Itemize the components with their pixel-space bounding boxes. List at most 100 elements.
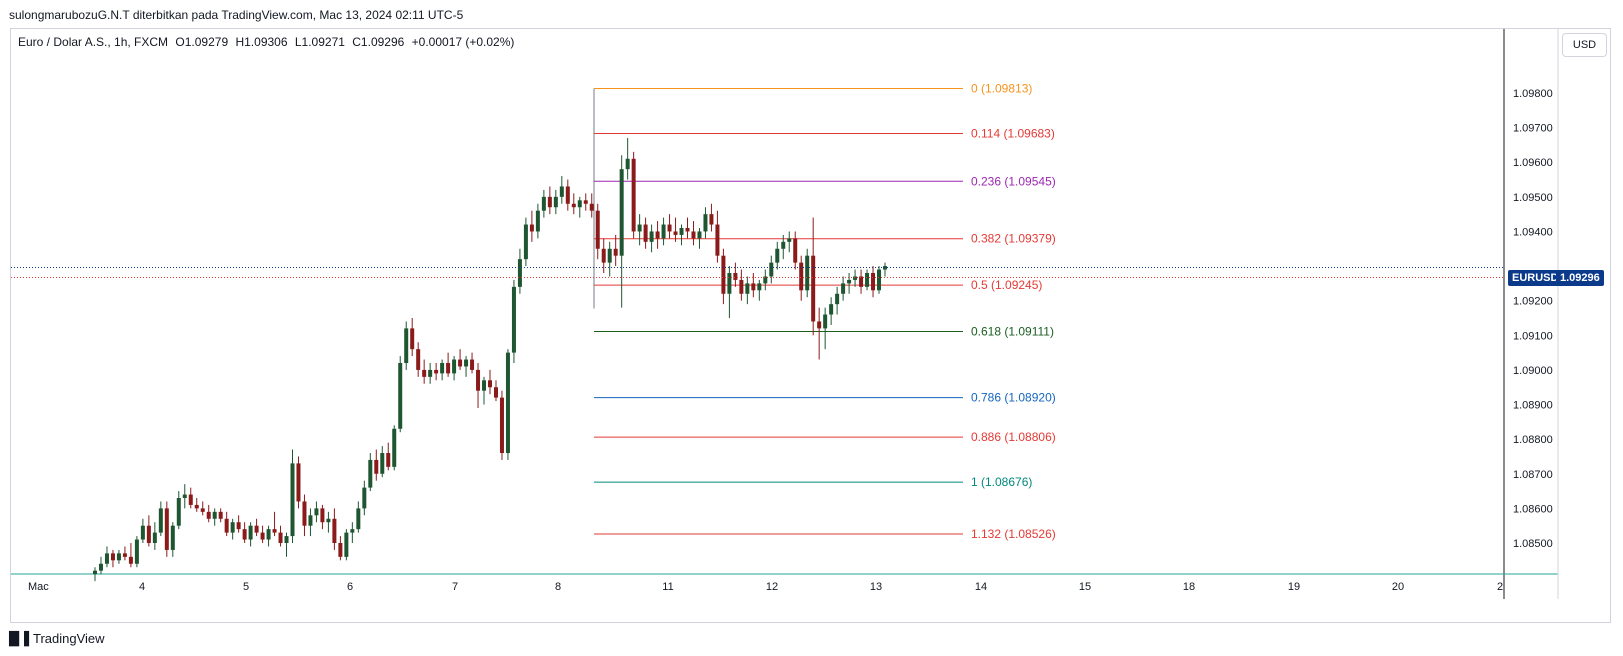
- candle-body: [727, 273, 732, 294]
- fib-level-label: 0.114 (1.09683): [971, 127, 1055, 141]
- candle-body: [625, 158, 630, 170]
- candle-body: [835, 293, 840, 305]
- candle-body: [751, 283, 756, 291]
- candle-body: [446, 363, 451, 374]
- candle-body: [428, 369, 433, 377]
- x-tick-label: Mac: [28, 581, 49, 593]
- candle-body: [182, 494, 187, 498]
- candle-body: [344, 532, 349, 557]
- y-tick-label: 1.09400: [1513, 226, 1553, 238]
- candle-body: [829, 304, 834, 315]
- x-tick-label: 7: [452, 581, 458, 593]
- candle-body: [709, 214, 714, 225]
- candle-body: [200, 508, 205, 512]
- x-tick-label: 19: [1288, 581, 1300, 593]
- candle-body: [637, 224, 642, 232]
- candle-body: [517, 259, 522, 287]
- y-tick-label: 1.09800: [1513, 88, 1553, 100]
- candle-body: [122, 553, 127, 557]
- candle-body: [482, 380, 487, 391]
- y-tick-label: 1.09200: [1513, 296, 1553, 308]
- candle-body: [505, 352, 510, 453]
- candle-body: [314, 508, 319, 516]
- tradingview-logo-icon: █▐: [9, 632, 29, 647]
- candle-body: [661, 224, 666, 239]
- candle-body: [308, 515, 313, 526]
- candle-body: [583, 200, 588, 204]
- candle-body: [865, 273, 870, 287]
- fib-level-label: 0.618 (1.09111): [971, 325, 1054, 339]
- candle-body: [380, 453, 385, 474]
- symbol-price-tag: EURUSD: [1508, 270, 1563, 286]
- y-tick-label: 1.08500: [1513, 538, 1553, 550]
- candle-body: [104, 553, 109, 564]
- candle-body: [859, 276, 864, 287]
- candle-body: [739, 279, 744, 294]
- candle-body: [368, 459, 373, 488]
- axes-layer: 1.09800 1.09700 1.09600 1.09500 1.09400 1.092…: [11, 29, 1559, 599]
- candle-body: [392, 428, 397, 467]
- candle-body: [164, 508, 169, 550]
- candle-body: [673, 231, 678, 235]
- candle-body: [422, 369, 427, 377]
- currency-selector[interactable]: USD: [1562, 33, 1607, 57]
- fibonacci-retracement[interactable]: 0 (1.09813) 0.114 (1.09683) 0.236 (1.09545…: [593, 82, 1056, 542]
- fib-level-label: 1 (1.08676): [971, 475, 1032, 489]
- candle-body: [793, 238, 798, 263]
- candle-body: [116, 553, 121, 561]
- candle-body: [224, 518, 229, 533]
- x-tick-label: 13: [870, 581, 882, 593]
- candle-body: [745, 283, 750, 294]
- candle-body: [811, 255, 816, 322]
- candle-body: [871, 273, 876, 291]
- candle-body: [649, 231, 654, 242]
- tradingview-logo[interactable]: █▐ TradingView: [9, 631, 105, 647]
- legend-high: H1.09306: [235, 35, 288, 49]
- candle-body: [763, 276, 768, 284]
- y-tick-label: 1.09700: [1513, 123, 1553, 135]
- x-tick-label: 11: [662, 581, 673, 593]
- candle-body: [488, 380, 492, 388]
- candle-body: [93, 570, 97, 575]
- x-tick-label: 8: [555, 581, 561, 593]
- candle-body: [577, 200, 582, 208]
- candle-body: [464, 359, 469, 367]
- x-tick-label: 5: [243, 581, 249, 593]
- candle-body: [194, 504, 199, 509]
- candle-body: [416, 349, 421, 370]
- candle-body: [721, 255, 726, 294]
- candle-body: [847, 279, 852, 284]
- candle-body: [601, 248, 606, 263]
- candle-body: [134, 539, 139, 564]
- candle-body: [434, 369, 439, 374]
- candle-body: [769, 262, 774, 277]
- candle-body: [236, 522, 241, 530]
- candle-body: [338, 543, 343, 557]
- candle-body: [757, 283, 762, 291]
- candle-body: [565, 186, 570, 204]
- candle-body: [458, 359, 463, 367]
- last-price-tag: 1.09296: [1556, 270, 1604, 286]
- x-tick-label: 20: [1392, 581, 1404, 593]
- x-tick-label: 12: [766, 581, 778, 593]
- symbol-name: Euro / Dolar A.S., 1h, FXCM: [18, 35, 169, 49]
- candle-body: [278, 532, 283, 543]
- candle-body: [302, 501, 307, 526]
- candle-body: [595, 210, 600, 249]
- candle-body: [553, 196, 558, 208]
- candle-body: [655, 231, 660, 239]
- tradingview-logo-text: TradingView: [33, 631, 105, 646]
- candle-body: [715, 224, 720, 256]
- fib-level-label: 0.786 (1.08920): [971, 391, 1056, 405]
- candle-body: [140, 525, 145, 540]
- candle-body: [374, 459, 379, 474]
- candle-body: [296, 463, 301, 502]
- candle-body: [535, 210, 540, 232]
- candle-body: [128, 556, 133, 564]
- candle-body: [787, 238, 792, 242]
- y-tick-label: 1.08900: [1513, 400, 1553, 412]
- y-tick-label: 1.09500: [1513, 192, 1553, 204]
- candle-body: [703, 214, 708, 232]
- candle-body: [607, 248, 612, 263]
